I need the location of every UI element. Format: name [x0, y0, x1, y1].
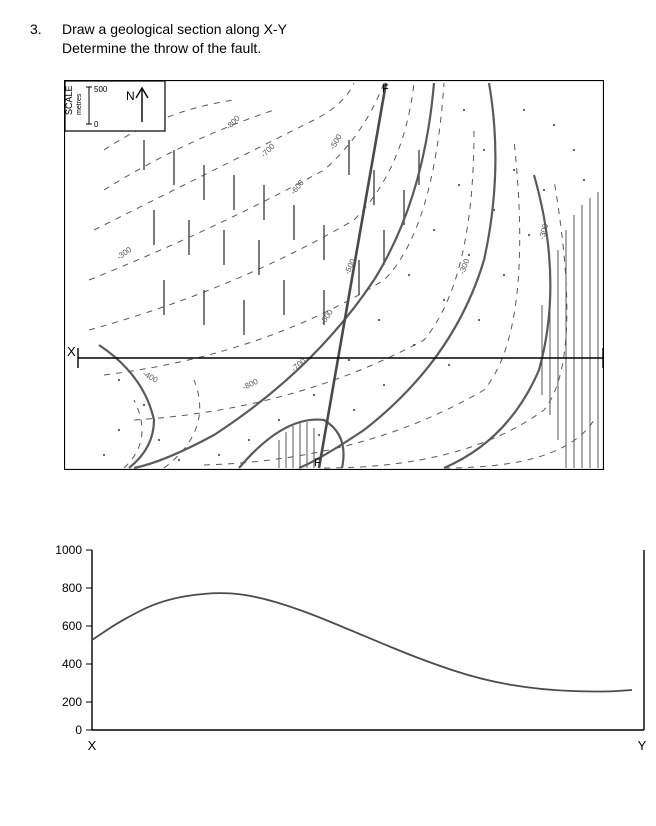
- scale-tick1: 500: [94, 85, 108, 94]
- section-profile: 1000 800 600 400 200 0 X Y: [42, 540, 656, 760]
- y-tick-label: 400: [62, 657, 82, 671]
- svg-text:-600: -600: [289, 178, 307, 196]
- question-line2: Determine the throw of the fault.: [62, 39, 626, 58]
- y-tick-label: 1000: [55, 543, 82, 557]
- y-tick-label: 600: [62, 619, 82, 633]
- y-tick-label: 800: [62, 581, 82, 595]
- fault-label-bottom: F: [314, 457, 321, 469]
- scale-tick0: 0: [94, 120, 99, 129]
- svg-text:-800: -800: [224, 113, 242, 131]
- svg-text:-700: -700: [259, 141, 277, 159]
- svg-text:-300: -300: [115, 245, 134, 262]
- question-line1: Draw a geological section along X-Y: [62, 20, 626, 39]
- scale-sublabel: metres: [76, 93, 83, 115]
- profile-x-label: X: [88, 738, 97, 753]
- svg-text:-400: -400: [141, 369, 160, 385]
- svg-text:-500: -500: [328, 132, 344, 151]
- svg-text:-800: -800: [241, 376, 260, 391]
- fault-label-top: F: [382, 83, 389, 95]
- scale-label: SCALE: [64, 85, 74, 115]
- y-tick-label: 0: [75, 723, 82, 737]
- svg-text:-600: -600: [318, 307, 335, 326]
- y-tick-label: 200: [62, 695, 82, 709]
- north-label: N: [126, 89, 135, 103]
- svg-text:-300: -300: [457, 257, 471, 276]
- section-x-label: X: [67, 344, 76, 359]
- geological-map: SCALE metres 0 500 N -800 -700 -600 -500…: [64, 80, 604, 470]
- profile-y-label: Y: [638, 738, 647, 753]
- question-number: 3.: [30, 20, 48, 58]
